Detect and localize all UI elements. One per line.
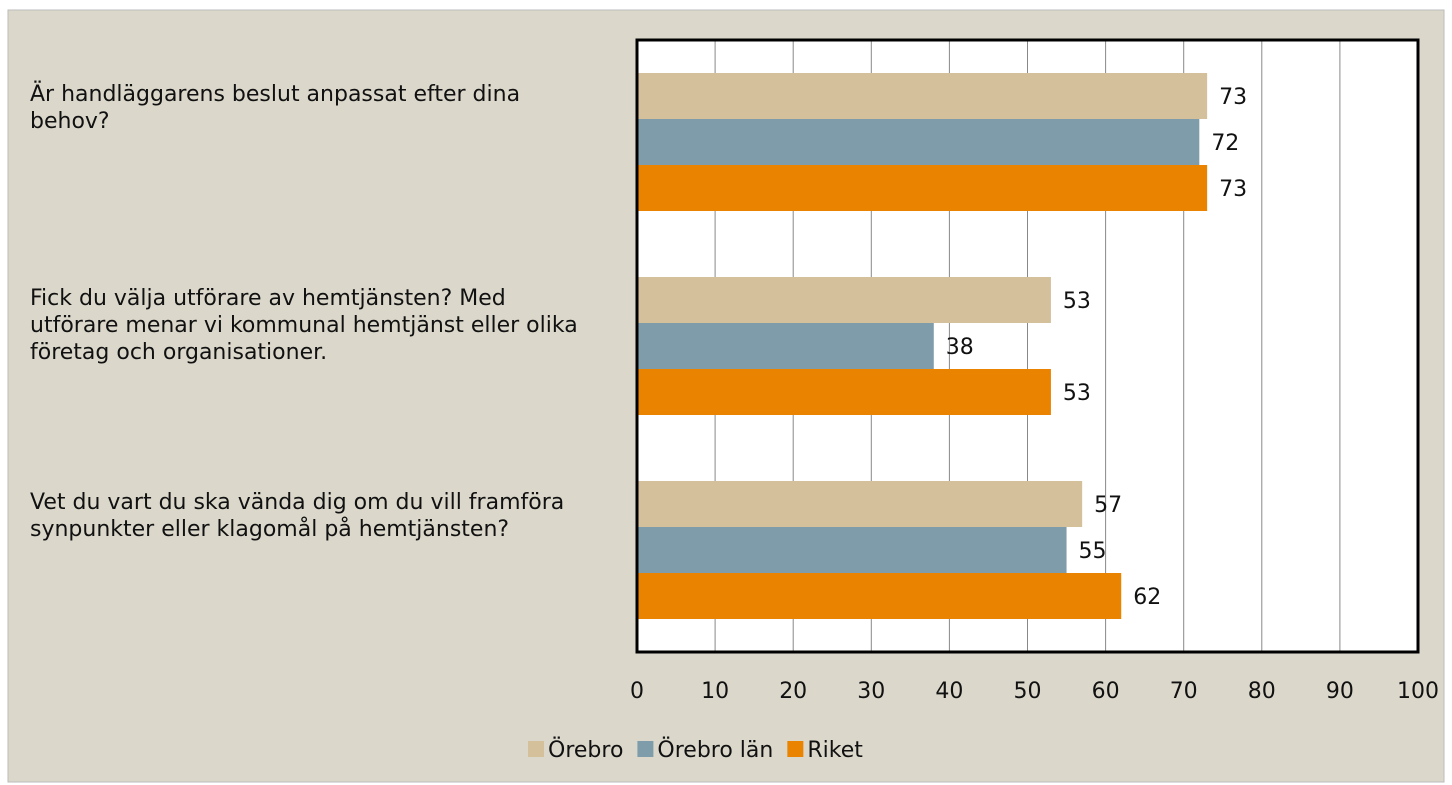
bar bbox=[637, 73, 1208, 119]
category-label: Vet du vart du ska vända dig om du vill … bbox=[30, 490, 565, 542]
value-label: 57 bbox=[1094, 493, 1122, 518]
category-label: Är handläggarens beslut anpassat efter d… bbox=[30, 82, 521, 134]
legend-label: Riket bbox=[807, 738, 863, 763]
legend-label: Örebro län bbox=[657, 737, 773, 763]
x-tick-label: 10 bbox=[701, 679, 729, 704]
value-label: 62 bbox=[1133, 585, 1161, 610]
value-label: 73 bbox=[1219, 85, 1247, 110]
value-label: 53 bbox=[1063, 381, 1091, 406]
x-tick-label: 100 bbox=[1397, 679, 1439, 704]
value-label: 53 bbox=[1063, 289, 1091, 314]
x-tick-label: 20 bbox=[779, 679, 807, 704]
x-tick-label: 80 bbox=[1248, 679, 1276, 704]
value-label: 73 bbox=[1219, 177, 1247, 202]
bar bbox=[637, 527, 1067, 573]
x-tick-label: 60 bbox=[1092, 679, 1120, 704]
legend-label: Örebro bbox=[548, 737, 623, 763]
bar bbox=[637, 323, 934, 369]
legend-swatch bbox=[637, 741, 654, 757]
x-tick-label: 90 bbox=[1326, 679, 1354, 704]
value-label: 72 bbox=[1211, 131, 1239, 156]
legend-swatch bbox=[528, 741, 544, 757]
value-label: 55 bbox=[1079, 539, 1107, 564]
category-label: Fick du välja utförare av hemtjänsten? M… bbox=[30, 286, 578, 365]
x-tick-label: 40 bbox=[935, 679, 963, 704]
bar bbox=[637, 119, 1200, 165]
value-label: 38 bbox=[946, 335, 974, 360]
x-tick-label: 0 bbox=[630, 679, 644, 704]
legend-swatch bbox=[787, 741, 804, 757]
plot-border bbox=[635, 38, 1420, 654]
x-tick-label: 50 bbox=[1014, 679, 1042, 704]
bar bbox=[637, 573, 1122, 619]
bar bbox=[637, 369, 1051, 415]
x-tick-label: 30 bbox=[857, 679, 885, 704]
bar bbox=[637, 481, 1083, 527]
bar bbox=[637, 165, 1208, 211]
bar bbox=[637, 277, 1051, 323]
x-tick-label: 70 bbox=[1170, 679, 1198, 704]
